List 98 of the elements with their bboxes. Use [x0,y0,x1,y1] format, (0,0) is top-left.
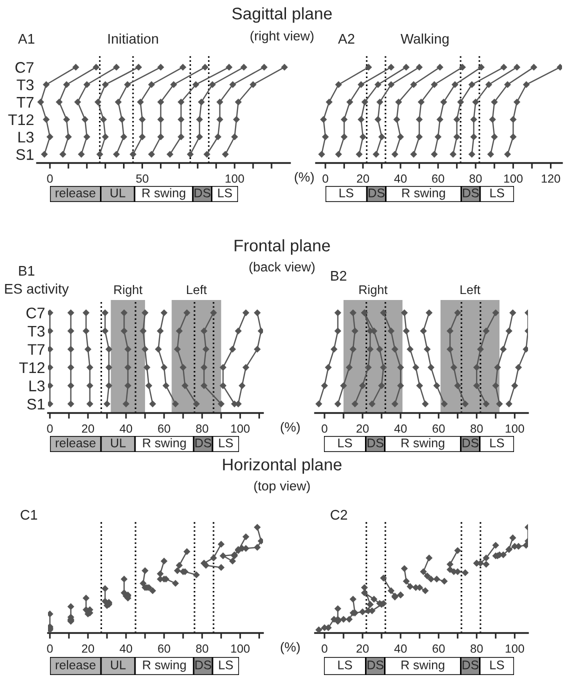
x-tick-label: 40 [120,424,132,433]
x-tick-label: 20 [82,424,94,433]
text: ES activity [5,284,69,296]
x-tick-label: 80 [470,424,483,433]
series-label: LS [490,660,504,670]
chart-subtitle: (back view) [249,262,315,274]
x-tick-label: 100 [231,424,250,433]
x-tick-label: 80 [470,644,483,653]
series-label: LS [340,188,354,198]
x-tick-label: 100 [506,644,524,653]
series-label: R swing [402,660,444,672]
series-label: LS [338,660,352,670]
x-axis-title: (%) [280,642,300,654]
series-label: DS [462,188,479,198]
text: A1 [18,34,34,44]
x-tick-label: 120 [542,174,560,183]
series-label: LS [338,438,352,448]
x-tick-label: 100 [226,174,244,183]
x-axis-title: (%) [294,172,314,184]
x-tick-label: 20 [356,174,370,183]
x-tick-label: 40 [394,174,407,183]
series-label: R swing [143,438,186,450]
y-tick-label: T3 [16,79,34,90]
x-tick-label: 60 [432,424,445,433]
band-label: Right [114,284,142,297]
series-label: UL [111,438,126,448]
y-tick-label: L3 [29,380,45,392]
x-tick-label: 40 [394,644,407,653]
x-axis-title: (%) [280,422,300,434]
text: Walking [400,34,449,46]
y-tick-label: S1 [16,149,34,160]
text: B2 [331,270,346,281]
y-tick-label: C7 [26,308,44,318]
chart-title: Frontal plane [234,239,330,255]
series-label: LS [490,438,504,448]
x-tick-label: 60 [432,174,444,183]
x-tick-label: 60 [158,644,170,653]
series-label: release [56,188,96,198]
series-label: LS [490,188,504,198]
y-tick-label: T12 [19,362,44,373]
series-label: LS [219,438,233,448]
band-label: Left [460,284,480,294]
series-label: R swing [143,660,186,672]
x-tick-label: 0 [47,174,53,183]
x-tick-label: 80 [196,424,208,433]
x-tick-label: 20 [356,644,369,653]
x-tick-label: 40 [394,424,407,433]
series-label: LS [219,660,233,670]
x-tick-label: 20 [82,644,94,653]
series-label: DS [462,438,478,448]
x-tick-label: 50 [136,174,148,183]
chart-subtitle: (right view) [250,30,314,44]
x-tick-label: 100 [504,174,523,183]
series-label: DS [368,438,384,448]
x-tick-label: 80 [196,644,208,653]
series-label: R swing [402,188,445,200]
y-tick-label: T7 [16,97,34,108]
series-label: DS [462,660,478,670]
y-tick-label: C7 [15,62,34,73]
x-tick-label: 100 [506,424,524,433]
series-label: UL [111,660,126,670]
y-tick-label: T7 [28,344,44,355]
series-label: release [56,660,96,670]
x-tick-label: 20 [356,424,369,433]
x-tick-label: 0 [322,424,328,433]
text: Initiation [108,34,158,44]
text: B1 [19,266,34,276]
x-tick-label: 0 [322,644,328,653]
x-tick-label: 60 [158,424,170,433]
band-label: Right [359,284,388,297]
series-label: UL [110,188,126,198]
y-tick-label: T3 [28,326,45,337]
y-tick-label: L3 [18,132,34,143]
y-tick-label: S1 [27,398,44,410]
x-tick-label: 0 [47,644,53,653]
x-tick-label: 0 [47,424,53,433]
x-tick-label: 80 [470,174,482,183]
text: C2 [330,510,348,520]
series-label: DS [368,660,384,670]
band-label: Left [187,284,207,294]
chart-subtitle: (top view) [254,480,310,494]
series-label: release [56,438,96,448]
x-tick-label: 0 [322,174,328,183]
x-tick-label: 60 [432,644,445,653]
series-label: LS [218,188,232,198]
text: C1 [20,510,38,520]
y-tick-label: T12 [8,114,34,125]
series-label: R swing [142,188,186,200]
x-tick-label: 40 [120,644,132,653]
series-label: DS [195,660,212,670]
series-label: DS [368,188,385,198]
chart-title: Horizontal plane [223,458,342,474]
series-label: DS [194,188,210,198]
series-label: DS [195,438,212,448]
series-label: R swing [402,438,444,450]
x-tick-label: 100 [231,644,250,653]
chart-title: Sagittal plane [232,7,332,23]
text: A2 [338,34,354,44]
